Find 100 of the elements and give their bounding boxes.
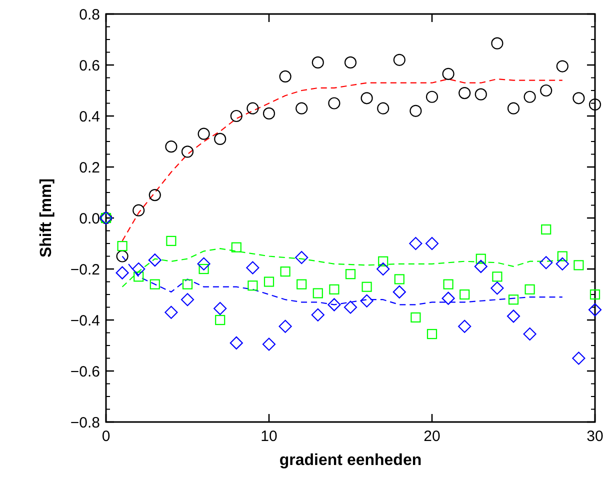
point [197,257,210,270]
y-tick-label: −0.2 [70,261,100,278]
point [246,261,260,274]
point [426,328,438,340]
point [557,251,568,262]
point [540,84,552,97]
point [590,289,600,300]
point [164,306,178,319]
point [134,272,144,282]
point [360,92,373,104]
point [329,284,340,294]
point [296,102,308,114]
point [393,54,406,66]
point [474,260,488,273]
point [166,236,176,246]
point [491,37,504,50]
point [508,294,519,305]
point [492,272,502,282]
point [262,107,276,120]
point [410,312,421,322]
point [116,266,129,280]
point [264,276,274,287]
point [181,146,194,158]
point [150,279,160,290]
point [311,308,324,322]
y-tick-label: 0.0 [79,210,100,228]
point [392,285,406,298]
point [442,68,454,80]
point [214,132,226,145]
point [474,88,487,100]
point [458,320,472,333]
point [442,292,455,305]
point [182,279,193,290]
point [524,284,535,294]
point [360,294,374,308]
point [312,56,324,68]
y-axis-title: Shift [mm] [38,178,55,258]
point [377,102,390,114]
point [230,110,242,122]
point [588,98,602,111]
point [248,280,258,291]
point [540,256,553,270]
point [378,256,388,266]
y-tick-label: 0.8 [79,6,100,24]
point [458,87,471,100]
y-tick-label: −0.6 [70,363,100,380]
point [394,274,404,284]
point [425,236,439,250]
point [180,293,194,306]
point [148,189,161,202]
point [588,303,602,316]
point [278,320,292,333]
point [556,257,569,270]
point [198,128,210,140]
point [541,224,552,235]
point [344,300,358,314]
point [345,269,356,280]
x-tick-label: 10 [260,428,278,445]
point [490,282,504,295]
point [410,104,422,117]
point [231,242,242,252]
point [523,327,536,341]
point [116,250,128,262]
y-tick-label: −0.4 [70,312,100,330]
point [506,310,520,323]
y-tick-label: 0.2 [79,159,100,176]
point [215,314,226,326]
point [574,260,584,270]
point [295,250,308,264]
point [198,264,209,274]
point [230,336,243,350]
point [279,70,292,83]
point [344,56,357,68]
point [296,279,307,290]
point [148,254,162,267]
point [426,90,438,103]
point [572,352,586,365]
point [280,266,290,277]
x-tick-label: 20 [424,428,440,445]
x-tick-label: 0 [102,428,110,445]
point [328,97,340,110]
x-axis-title: gradient eenheden [279,452,422,469]
point [376,262,390,276]
point [132,262,146,276]
y-tick-label: −0.8 [70,414,100,432]
point [476,254,486,264]
x-tick-label: 30 [586,428,604,445]
point [328,298,341,312]
point [443,279,454,290]
point [132,204,145,216]
y-tick-label: 0.6 [79,57,100,74]
point [246,102,259,114]
point [572,92,585,104]
point [117,241,128,252]
point [507,102,520,114]
point [312,288,323,298]
point [165,140,178,153]
point [460,289,470,300]
point [214,302,227,316]
y-tick-label: 0.4 [79,108,100,126]
